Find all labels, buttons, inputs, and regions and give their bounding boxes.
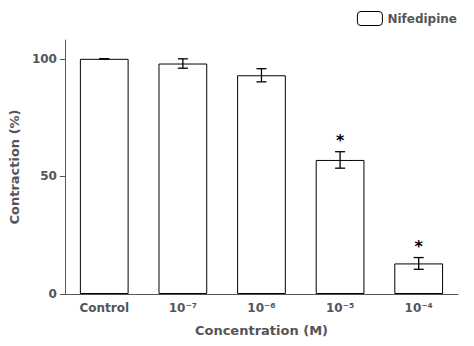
svg-text:*: * — [415, 237, 424, 256]
svg-text:Concentration (M): Concentration (M) — [195, 323, 328, 338]
svg-text:100: 100 — [32, 52, 57, 66]
svg-text:Contraction (%): Contraction (%) — [7, 109, 22, 224]
svg-text:10⁻⁷: 10⁻⁷ — [169, 301, 197, 315]
svg-text:0: 0 — [49, 287, 57, 301]
svg-text:*: * — [336, 131, 345, 150]
svg-text:50: 50 — [40, 169, 57, 183]
svg-text:Nifedipine: Nifedipine — [387, 12, 457, 26]
svg-text:10⁻⁵: 10⁻⁵ — [326, 301, 354, 315]
svg-text:Control: Control — [79, 301, 129, 315]
svg-text:10⁻⁴: 10⁻⁴ — [405, 301, 433, 315]
svg-text:10⁻⁶: 10⁻⁶ — [247, 301, 275, 315]
